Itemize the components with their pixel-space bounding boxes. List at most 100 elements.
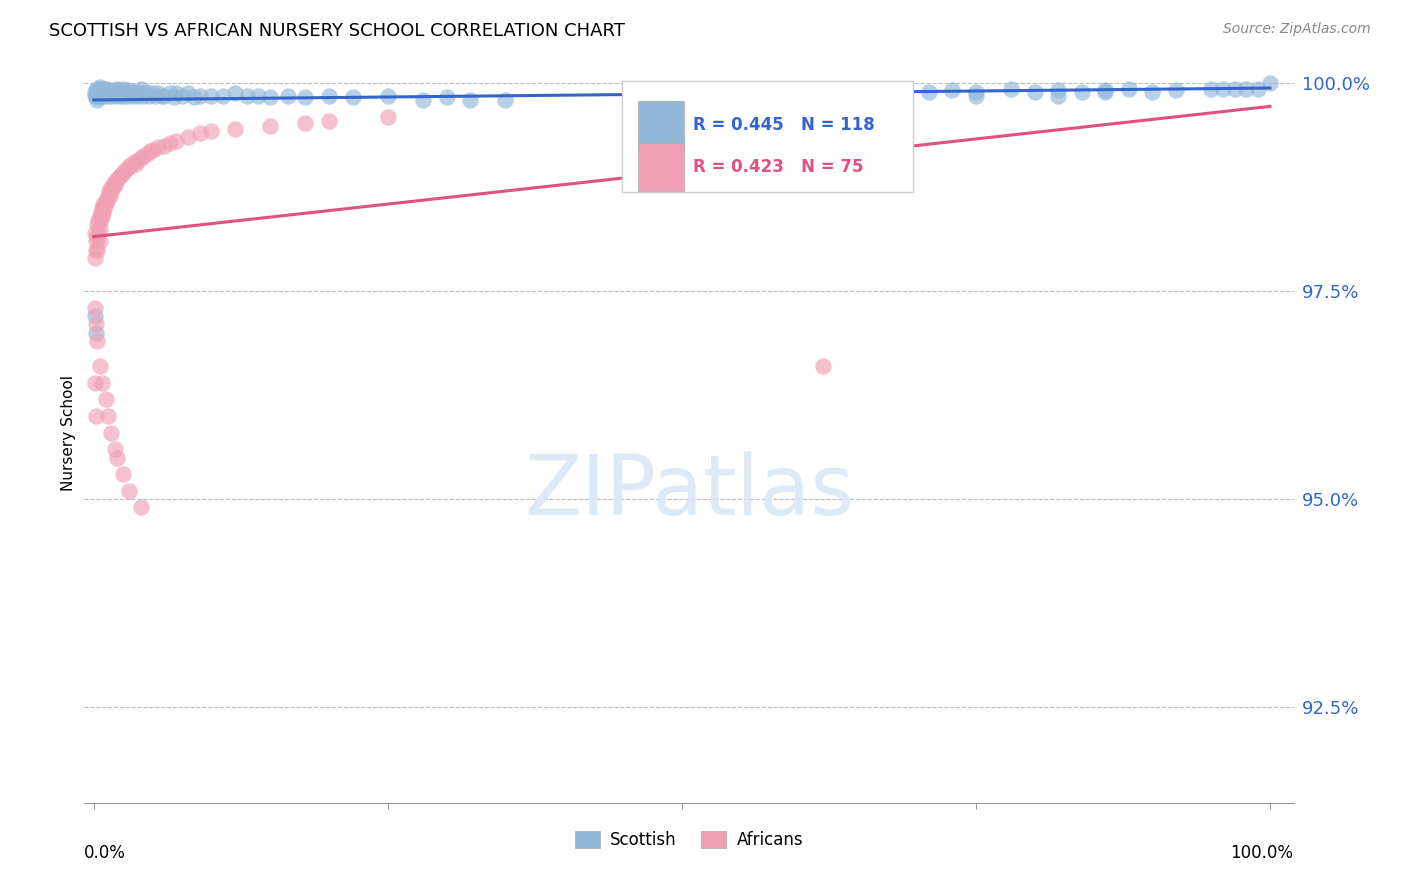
Point — [1236, 82, 1258, 96]
Point — [105, 174, 128, 188]
Point — [1070, 85, 1092, 99]
Point — [98, 188, 121, 202]
Point — [148, 87, 170, 101]
Point — [93, 88, 115, 103]
Point — [96, 85, 118, 99]
Point — [98, 85, 121, 99]
Point — [159, 136, 181, 150]
Point — [124, 85, 146, 99]
Point — [458, 93, 481, 107]
Point — [142, 87, 165, 101]
Point — [112, 166, 135, 180]
Point — [100, 425, 122, 440]
Point — [200, 88, 222, 103]
Point — [1199, 82, 1222, 96]
Point — [247, 88, 270, 103]
Point — [84, 243, 107, 257]
Point — [135, 85, 157, 99]
Point — [111, 87, 134, 101]
Point — [129, 151, 152, 165]
Point — [127, 88, 149, 103]
Point — [1223, 82, 1246, 96]
Text: 0.0%: 0.0% — [84, 844, 127, 862]
Point — [811, 359, 834, 373]
Point — [188, 88, 211, 103]
Point — [84, 301, 107, 315]
Point — [108, 88, 131, 103]
Point — [84, 326, 107, 340]
Point — [138, 88, 160, 103]
Point — [294, 116, 316, 130]
Legend: Scottish, Africans: Scottish, Africans — [567, 822, 811, 857]
Point — [84, 83, 107, 97]
Point — [153, 138, 176, 153]
Point — [89, 80, 111, 95]
Point — [93, 201, 115, 215]
Text: 100.0%: 100.0% — [1230, 844, 1294, 862]
Point — [1118, 82, 1140, 96]
Point — [105, 172, 128, 186]
Point — [112, 85, 135, 99]
Point — [129, 87, 152, 101]
Point — [90, 87, 112, 101]
Point — [224, 87, 246, 101]
Point — [183, 90, 205, 104]
Point — [135, 147, 157, 161]
Point — [118, 160, 141, 174]
Point — [84, 318, 107, 332]
Point — [118, 483, 141, 498]
Point — [91, 87, 114, 101]
Point — [103, 85, 125, 99]
Point — [318, 88, 340, 103]
Point — [86, 218, 108, 232]
Text: ZIPatlas: ZIPatlas — [524, 451, 853, 533]
Point — [98, 87, 121, 101]
Point — [100, 88, 122, 103]
Point — [89, 222, 111, 236]
Point — [165, 135, 187, 149]
Point — [97, 88, 120, 103]
Point — [86, 243, 108, 257]
Point — [84, 226, 107, 240]
Point — [84, 88, 107, 103]
Point — [110, 168, 132, 182]
Point — [1094, 83, 1116, 97]
Point — [1247, 82, 1270, 96]
Point — [112, 88, 135, 103]
Point — [84, 88, 107, 103]
Point — [117, 83, 139, 97]
Point — [224, 122, 246, 136]
Point — [90, 205, 112, 219]
Point — [97, 188, 120, 202]
Point — [100, 180, 122, 194]
Point — [811, 85, 834, 99]
Point — [153, 88, 176, 103]
Point — [91, 197, 114, 211]
Point — [94, 197, 117, 211]
Point — [259, 120, 281, 134]
Point — [104, 88, 127, 103]
Point — [294, 90, 316, 104]
Point — [188, 126, 211, 140]
Point — [1000, 82, 1022, 96]
Point — [87, 213, 110, 227]
Point — [115, 88, 138, 103]
FancyBboxPatch shape — [623, 81, 912, 192]
Text: R = 0.445   N = 118: R = 0.445 N = 118 — [693, 116, 875, 134]
Point — [1047, 83, 1070, 97]
Point — [86, 93, 108, 107]
Point — [412, 93, 434, 107]
Point — [84, 309, 107, 323]
Point — [91, 85, 114, 99]
Point — [87, 226, 110, 240]
Point — [1212, 82, 1234, 96]
Point — [84, 251, 107, 265]
Point — [1164, 83, 1187, 97]
Point — [91, 201, 114, 215]
Point — [129, 500, 152, 515]
Point — [100, 185, 122, 199]
Point — [105, 450, 128, 465]
Point — [129, 82, 152, 96]
Point — [105, 83, 128, 97]
Point — [127, 153, 149, 167]
